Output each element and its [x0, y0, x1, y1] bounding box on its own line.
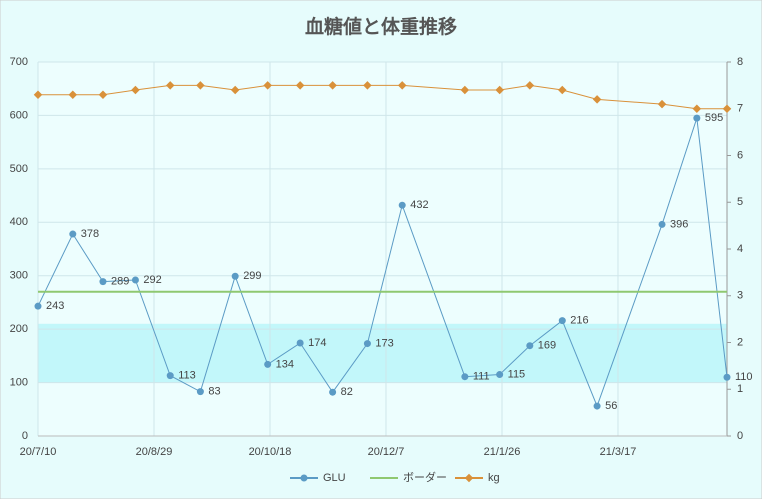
data-label: 173	[375, 337, 393, 349]
data-label: 56	[605, 400, 617, 412]
data-label: 595	[705, 112, 723, 124]
data-label: 82	[341, 386, 353, 398]
marker	[131, 276, 139, 284]
y2-tick-label: 4	[737, 243, 743, 255]
marker	[196, 388, 204, 396]
data-label: 299	[243, 270, 261, 282]
y2-tick-label: 2	[737, 336, 743, 348]
marker	[34, 302, 42, 310]
x-tick-label: 20/10/18	[249, 446, 292, 458]
marker	[99, 278, 107, 286]
marker	[658, 220, 666, 228]
x-tick-label: 21/3/17	[600, 446, 637, 458]
chart-title: 血糖値と体重推移	[305, 15, 457, 38]
marker	[363, 340, 371, 348]
x-tick-label: 20/7/10	[20, 446, 57, 458]
data-label: 169	[538, 340, 556, 352]
data-label: 243	[46, 300, 64, 312]
marker	[263, 81, 272, 90]
data-label: 216	[570, 315, 588, 327]
y-tick-label: 700	[10, 56, 28, 68]
data-label: 115	[508, 368, 526, 380]
marker	[165, 81, 175, 90]
marker	[230, 85, 240, 95]
data-label: 113	[178, 370, 196, 382]
marker	[593, 402, 601, 410]
data-label: 174	[308, 337, 326, 349]
marker	[166, 372, 174, 380]
legend-label: kg	[488, 472, 500, 484]
y-tick-label: 500	[10, 163, 28, 175]
marker	[69, 230, 77, 238]
marker	[723, 373, 731, 381]
data-label: 432	[410, 199, 428, 211]
data-label: 289	[111, 275, 129, 287]
data-label: 83	[208, 386, 220, 398]
marker	[329, 388, 337, 396]
data-label: 292	[143, 274, 161, 286]
y-tick-label: 300	[10, 270, 28, 282]
y2-tick-label: 1	[737, 383, 743, 395]
marker	[558, 317, 566, 325]
y2-tick-label: 3	[737, 290, 743, 302]
marker	[495, 85, 504, 95]
marker	[33, 90, 43, 99]
marker	[328, 81, 337, 90]
y-tick-label: 100	[10, 376, 28, 388]
marker	[131, 85, 140, 95]
series-line	[37, 117, 728, 408]
marker	[295, 81, 305, 90]
target-band	[38, 323, 727, 383]
x-tick-label: 20/12/7	[368, 446, 405, 458]
marker	[461, 373, 469, 381]
marker	[68, 90, 78, 99]
marker	[397, 81, 407, 90]
legend-marker	[300, 474, 308, 482]
data-label: 378	[81, 228, 99, 240]
legend-label: GLU	[323, 472, 346, 484]
y2-tick-label: 7	[737, 103, 743, 115]
y-tick-label: 200	[10, 323, 28, 335]
x-tick-label: 20/8/29	[136, 446, 173, 458]
y2-tick-label: 8	[737, 56, 743, 68]
marker	[98, 90, 108, 99]
marker	[460, 85, 470, 95]
y2-tick-label: 5	[737, 196, 743, 208]
y2-tick-label: 6	[737, 149, 743, 161]
y-tick-label: 400	[10, 216, 28, 228]
marker	[363, 81, 372, 90]
marker	[296, 339, 304, 347]
legend-label: ボーダー	[403, 470, 447, 484]
y2-tick-label: 0	[737, 430, 743, 442]
marker	[693, 114, 701, 122]
data-label: 111	[473, 371, 490, 383]
marker	[264, 360, 272, 368]
data-label: 110	[735, 371, 753, 383]
data-label: 134	[276, 358, 294, 370]
marker	[398, 201, 406, 209]
marker	[231, 272, 239, 280]
marker	[496, 371, 504, 379]
marker	[196, 81, 205, 90]
y-tick-label: 600	[10, 109, 28, 121]
series-line	[38, 84, 727, 110]
legend-marker	[464, 473, 474, 483]
data-label: 396	[670, 218, 688, 230]
marker	[526, 342, 534, 350]
y-tick-label: 0	[22, 430, 28, 442]
x-tick-label: 21/1/26	[484, 446, 521, 458]
